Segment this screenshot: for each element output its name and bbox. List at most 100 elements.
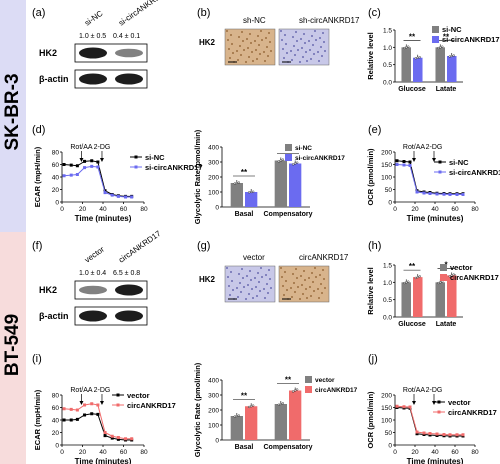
blot-band bbox=[79, 73, 107, 85]
ihc-cell bbox=[254, 277, 256, 279]
series-marker bbox=[448, 433, 452, 437]
data-point bbox=[441, 45, 444, 48]
ihc-cell bbox=[315, 276, 317, 278]
series-marker bbox=[455, 193, 459, 196]
ihc-cell bbox=[261, 276, 263, 278]
bar bbox=[413, 277, 423, 317]
bar bbox=[435, 282, 445, 317]
data-point bbox=[416, 276, 419, 279]
data-point bbox=[237, 414, 240, 417]
x-tick-label: 80 bbox=[140, 449, 148, 456]
legend-label: si-NC bbox=[449, 158, 469, 167]
legend-marker bbox=[116, 393, 120, 397]
series-marker bbox=[96, 160, 100, 164]
ihc-cell bbox=[308, 277, 310, 279]
series-marker bbox=[96, 412, 100, 416]
ihc-cell bbox=[264, 60, 266, 62]
blot-row-label: β-actin bbox=[39, 74, 69, 84]
ihc-cell bbox=[313, 53, 315, 55]
bar bbox=[447, 275, 457, 317]
ihc-cell bbox=[297, 49, 299, 51]
data-point bbox=[277, 403, 280, 406]
ihc-cell bbox=[306, 60, 308, 62]
data-point bbox=[294, 162, 297, 165]
ihc-cell bbox=[239, 282, 241, 284]
y-tick-label: 300 bbox=[208, 393, 219, 400]
data-point bbox=[292, 390, 295, 393]
series-marker bbox=[395, 404, 399, 408]
series-marker bbox=[69, 418, 73, 422]
data-point bbox=[250, 190, 253, 194]
injection-label: Rot/AA bbox=[70, 387, 93, 394]
series-marker bbox=[408, 164, 412, 167]
panel-label: (d) bbox=[32, 124, 45, 136]
x-axis-title: Time (minutes) bbox=[75, 457, 132, 464]
data-point bbox=[450, 54, 453, 58]
data-point bbox=[233, 182, 236, 185]
ihc-cell bbox=[238, 36, 240, 38]
y-tick-label: 0 bbox=[388, 200, 392, 207]
legend-swatch bbox=[440, 274, 447, 281]
ihc-cell bbox=[265, 274, 267, 276]
ihc-cell bbox=[247, 47, 249, 49]
series-marker bbox=[103, 431, 107, 434]
ihc-cell bbox=[310, 295, 312, 297]
ihc-cell bbox=[241, 268, 243, 270]
series-marker bbox=[69, 173, 73, 177]
ihc-cell bbox=[312, 44, 314, 46]
data-point bbox=[248, 191, 251, 194]
x-tick-label: 20 bbox=[411, 449, 419, 456]
y-tick-label: 0.0 bbox=[383, 80, 392, 87]
ihc-cell bbox=[260, 267, 262, 269]
series-line bbox=[64, 413, 132, 441]
category-label: Compensatory bbox=[263, 211, 312, 218]
ihc-cell bbox=[236, 287, 238, 289]
ihc-cell bbox=[255, 49, 257, 51]
y-tick-label: 1.0 bbox=[383, 280, 392, 287]
y-axis-title: ECAR (mpH/min) bbox=[33, 146, 42, 207]
group-band-bt-549 bbox=[0, 232, 26, 464]
ihc-cell bbox=[228, 48, 230, 50]
series-marker bbox=[442, 192, 446, 196]
data-point bbox=[450, 274, 453, 277]
x-axis-title: Time (minutes) bbox=[75, 214, 132, 223]
ihc-cell bbox=[321, 292, 323, 294]
lane-label: circANKRD17 bbox=[117, 229, 163, 265]
legend-swatch bbox=[432, 26, 439, 33]
blot-band bbox=[115, 284, 143, 296]
data-point bbox=[279, 402, 282, 406]
data-point bbox=[441, 280, 444, 283]
ihc-cell bbox=[294, 54, 296, 56]
category-label: Basal bbox=[235, 211, 254, 218]
ihc-cell bbox=[322, 32, 324, 34]
arrow-head bbox=[79, 158, 84, 162]
blot-band bbox=[115, 73, 143, 85]
ihc-cell bbox=[306, 297, 308, 299]
ihc-cell bbox=[281, 276, 283, 278]
ihc-cell bbox=[255, 286, 257, 288]
y-tick-label: 80 bbox=[52, 150, 60, 157]
ihc-cell bbox=[267, 55, 269, 57]
y-tick-label: 200 bbox=[208, 408, 219, 415]
bar bbox=[401, 47, 411, 82]
legend-marker bbox=[437, 410, 441, 414]
x-tick-label: 80 bbox=[471, 449, 479, 456]
bar bbox=[289, 390, 302, 440]
ihc-cell bbox=[302, 56, 304, 58]
ihc-cell bbox=[290, 287, 292, 289]
data-point bbox=[252, 404, 255, 407]
series-marker bbox=[62, 163, 66, 166]
panel-label: (g) bbox=[197, 240, 210, 252]
data-point bbox=[418, 56, 421, 59]
bar bbox=[274, 160, 287, 207]
category-label: Basal bbox=[235, 444, 254, 451]
ihc-cell bbox=[282, 48, 284, 50]
ihc-cell bbox=[256, 58, 258, 60]
ihc-cell bbox=[259, 53, 261, 55]
ihc-cell bbox=[249, 270, 251, 272]
ihc-cell bbox=[250, 279, 252, 281]
category-label: Latate bbox=[436, 321, 457, 328]
data-point bbox=[294, 389, 297, 392]
ihc-cell bbox=[252, 297, 254, 299]
ihc-cell bbox=[236, 50, 238, 52]
